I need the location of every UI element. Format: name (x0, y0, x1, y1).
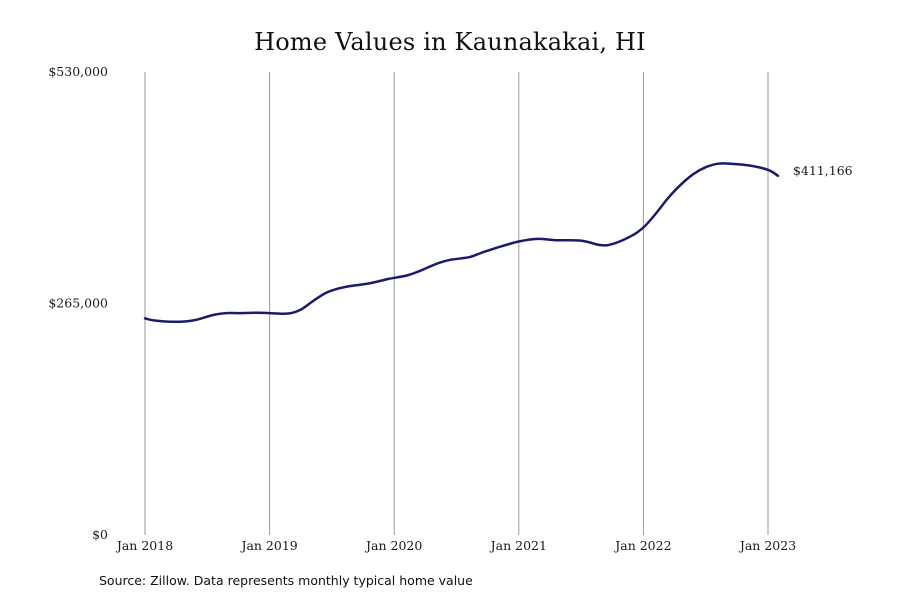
y-tick-label-2: $530,000 (48, 64, 108, 79)
x-tick-label-3: Jan 2021 (489, 538, 547, 553)
x-tick-label-0: Jan 2018 (115, 538, 173, 553)
x-tick-label-2: Jan 2020 (364, 538, 422, 553)
x-axis-ticks: Jan 2018 Jan 2019 Jan 2020 Jan 2021 Jan 2022… (115, 538, 796, 553)
vertical-gridlines (144, 72, 769, 535)
chart-title: Home Values in Kaunakakai, HI (254, 28, 646, 56)
y-axis-ticks: $0 $265,000 $530,000 (48, 64, 108, 542)
x-tick-label-5: Jan 2023 (738, 538, 796, 553)
y-tick-label-0: $0 (92, 527, 108, 542)
y-tick-label-1: $265,000 (48, 296, 108, 311)
home-value-line (143, 162, 780, 324)
x-tick-label-1: Jan 2019 (239, 538, 297, 553)
last-value-label: $411,166 (793, 163, 853, 178)
x-tick-label-4: Jan 2022 (613, 538, 671, 553)
source-note: Source: Zillow. Data represents monthly … (99, 573, 473, 588)
